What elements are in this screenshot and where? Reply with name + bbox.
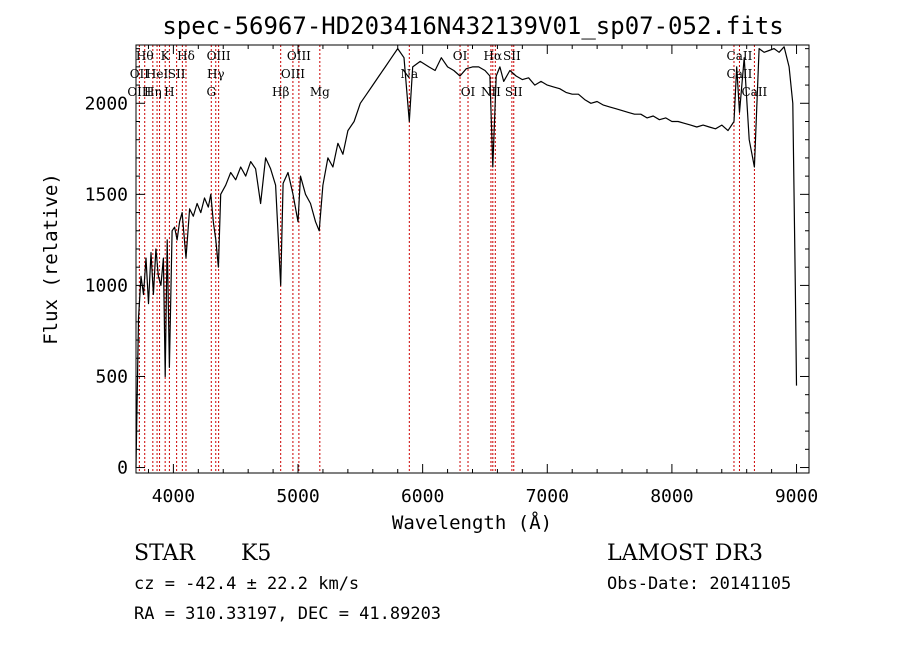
spectral-line-label: NII: [481, 85, 501, 99]
spectral-line-label: OIII: [281, 67, 305, 81]
redshift-cz: cz = -42.4 ± 22.2 km/s: [134, 574, 359, 594]
chart-title: spec-56967-HD203416N432139V01_sp07-052.f…: [162, 12, 783, 40]
spectral-line-label: Hα: [484, 49, 503, 63]
spectral-line-label: Hβ: [272, 85, 289, 99]
x-axis-label: Wavelength (Å): [392, 511, 552, 534]
y-axis-label: Flux (relative): [40, 173, 62, 345]
spectral-line-label: OIII: [287, 49, 311, 63]
spectral-line-labels: OII OIII Hθ Hη HeI K H SII Hδ G Hγ OIII Hβ OIII OIII Mg…: [127, 49, 767, 99]
x-tick-label: 7000: [526, 486, 569, 507]
spectral-line-label: Mg: [310, 85, 330, 99]
coordinates: RA = 310.33197, DEC = 41.89203: [134, 604, 441, 624]
spectral-line-label: G: [206, 85, 216, 99]
spectral-line-label: OIII: [127, 85, 151, 99]
x-tick-label: 4000: [152, 486, 195, 507]
spectral-line-label: OI: [461, 85, 476, 99]
x-tick-label: 9000: [775, 486, 818, 507]
x-axis-ticks: 4000 5000 6000 7000 8000 9000: [147, 45, 818, 507]
spectral-line-label: SII: [168, 67, 186, 81]
y-tick-label: 2000: [85, 93, 128, 114]
spectral-line-label: SII: [505, 85, 523, 99]
x-tick-label: 5000: [276, 486, 319, 507]
spectral-line-label: CaII: [741, 85, 767, 99]
spectral-line-label: Hδ: [177, 49, 195, 63]
spectral-line-label: Hγ: [207, 67, 225, 81]
x-tick-label: 6000: [401, 486, 444, 507]
spectral-line-label: CaII: [727, 67, 753, 81]
spectrum-line: [135, 46, 798, 468]
y-axis-ticks: 0 500 1000 1500 2000: [85, 48, 809, 479]
y-tick-label: 1500: [85, 184, 128, 205]
spectral-line-label: Hθ: [136, 49, 154, 63]
plot-frame: [135, 44, 810, 474]
observation-date: Obs-Date: 20141105: [607, 574, 791, 594]
spectral-line-label: CaII: [727, 49, 753, 63]
spectral-line-label: OIII: [207, 49, 231, 63]
spectral-line-label: OI: [453, 49, 468, 63]
spectral-line-label: OII: [130, 67, 150, 81]
spectral-line-label: HeI: [146, 67, 169, 81]
spectral-line-label: Na: [400, 67, 418, 81]
survey-name: LAMOST DR3: [607, 541, 763, 566]
spectral-line-label: K: [161, 49, 171, 63]
spectral-subclass: K5: [241, 541, 271, 566]
y-tick-label: 1000: [85, 275, 128, 296]
y-tick-label: 0: [117, 458, 128, 479]
x-tick-label: 8000: [650, 486, 693, 507]
object-class: STAR: [134, 541, 196, 566]
spectral-line-markers: [138, 45, 755, 473]
spectral-line-label: H: [164, 85, 174, 99]
spectral-line-label: Hη: [144, 85, 162, 99]
spectral-line-label: SII: [503, 49, 521, 63]
y-tick-label: 500: [95, 366, 128, 387]
